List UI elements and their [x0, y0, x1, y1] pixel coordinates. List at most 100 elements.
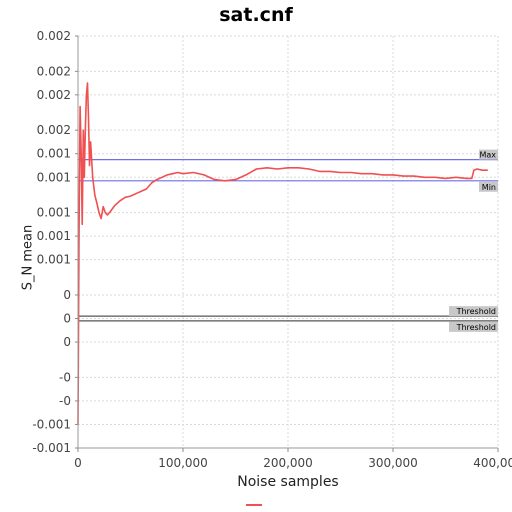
- ref-label-box: [479, 181, 498, 192]
- data-point: [486, 169, 489, 171]
- data-point: [350, 171, 352, 174]
- data-point: [392, 174, 394, 176]
- x-tick-label: 100,000: [158, 456, 208, 470]
- y-tick-label: 0: [63, 335, 71, 349]
- ref-label-box: [449, 306, 498, 317]
- y-tick-label: -0: [59, 394, 71, 408]
- ref-label: Max: [479, 151, 496, 160]
- data-point: [84, 129, 86, 131]
- data-point: [124, 196, 126, 198]
- tick-labels: 0.002 0.002 0.002 0.002 0.001 0.001 0.001 0.001…: [32, 29, 512, 470]
- data-point: [444, 177, 447, 179]
- data-point: [150, 182, 153, 184]
- data-point: [166, 174, 168, 176]
- series-group: [77, 82, 489, 426]
- data-point: [192, 171, 195, 174]
- data-point: [413, 175, 415, 177]
- data-point: [82, 129, 84, 131]
- data-point: [145, 188, 147, 190]
- data-point: [90, 141, 92, 143]
- data-point: [255, 168, 258, 170]
- y-tick-label: 0.002: [37, 29, 71, 43]
- ref-label-box: [479, 149, 498, 160]
- data-point: [308, 168, 310, 170]
- ref-label-box: [449, 321, 498, 332]
- data-point: [423, 176, 426, 178]
- data-point: [360, 173, 363, 175]
- data-point: [87, 117, 90, 119]
- data-point: [455, 176, 457, 178]
- ref-label: Threshold: [456, 323, 496, 332]
- axes: [75, 35, 499, 452]
- data-point: [92, 176, 94, 178]
- data-point: [171, 173, 174, 175]
- data-point: [135, 193, 137, 195]
- data-point: [473, 169, 475, 171]
- data-point: [402, 175, 405, 177]
- grid: [77, 35, 499, 449]
- y-tick-label: 0.001: [37, 253, 71, 267]
- data-point: [78, 235, 80, 237]
- y-tick-label: -0.001: [32, 417, 71, 431]
- data-point: [434, 176, 436, 178]
- data-point: [234, 179, 237, 181]
- data-point: [329, 170, 331, 172]
- data-point: [465, 177, 468, 179]
- x-tick-label: 300,000: [368, 456, 418, 470]
- data-point: [140, 190, 142, 192]
- x-tick-label: 200,000: [263, 456, 313, 470]
- data-point: [481, 169, 483, 171]
- ref-label: Threshold: [456, 307, 496, 316]
- y-tick-label: 0: [63, 288, 71, 302]
- x-tick-label: 0: [74, 456, 82, 470]
- data-point: [476, 168, 478, 170]
- data-point: [276, 168, 279, 170]
- data-point: [108, 212, 111, 214]
- data-point: [381, 174, 384, 176]
- y-tick-label: 0.001: [37, 229, 71, 243]
- y-tick-label: -0: [59, 370, 71, 384]
- y-tick-label: 0.001: [37, 206, 71, 220]
- data-point: [102, 206, 104, 208]
- x-axis-label: Noise samples: [237, 474, 339, 490]
- reference-lines: Max Min Threshold Threshold: [78, 149, 498, 332]
- data-point: [182, 173, 184, 175]
- data-point: [297, 167, 300, 169]
- y-tick-label: 0.002: [37, 123, 71, 137]
- data-point: [100, 217, 102, 220]
- data-point: [203, 174, 205, 176]
- y-tick-label: 0: [63, 312, 71, 326]
- y-tick-label: 0.002: [37, 64, 71, 78]
- data-point: [83, 176, 85, 178]
- data-point: [88, 164, 91, 167]
- chart-title: sat.cnf: [219, 4, 293, 26]
- data-point: [161, 176, 163, 178]
- data-point: [106, 214, 108, 216]
- data-point: [287, 167, 289, 169]
- data-point: [114, 204, 116, 207]
- data-point: [79, 106, 81, 108]
- y-tick-label: -0.001: [32, 441, 71, 455]
- data-point: [471, 177, 473, 179]
- data-point: [177, 171, 179, 174]
- data-point: [318, 170, 321, 172]
- data-point: [266, 167, 268, 169]
- data-point: [156, 179, 158, 181]
- data-point: [85, 94, 87, 96]
- data-point: [81, 223, 83, 225]
- x-tick-label: 400,000: [473, 456, 512, 470]
- y-tick-label: 0.002: [37, 88, 71, 102]
- data-point: [224, 180, 226, 182]
- data-point: [245, 174, 247, 176]
- data-point: [371, 173, 373, 175]
- data-point: [213, 179, 216, 181]
- data-point: [94, 194, 96, 196]
- data-point: [86, 82, 89, 84]
- data-point: [98, 212, 100, 214]
- data-point: [339, 171, 342, 174]
- data-point: [119, 200, 121, 202]
- series-line: [77, 82, 488, 425]
- data-point: [129, 195, 132, 197]
- data-point: [104, 212, 106, 214]
